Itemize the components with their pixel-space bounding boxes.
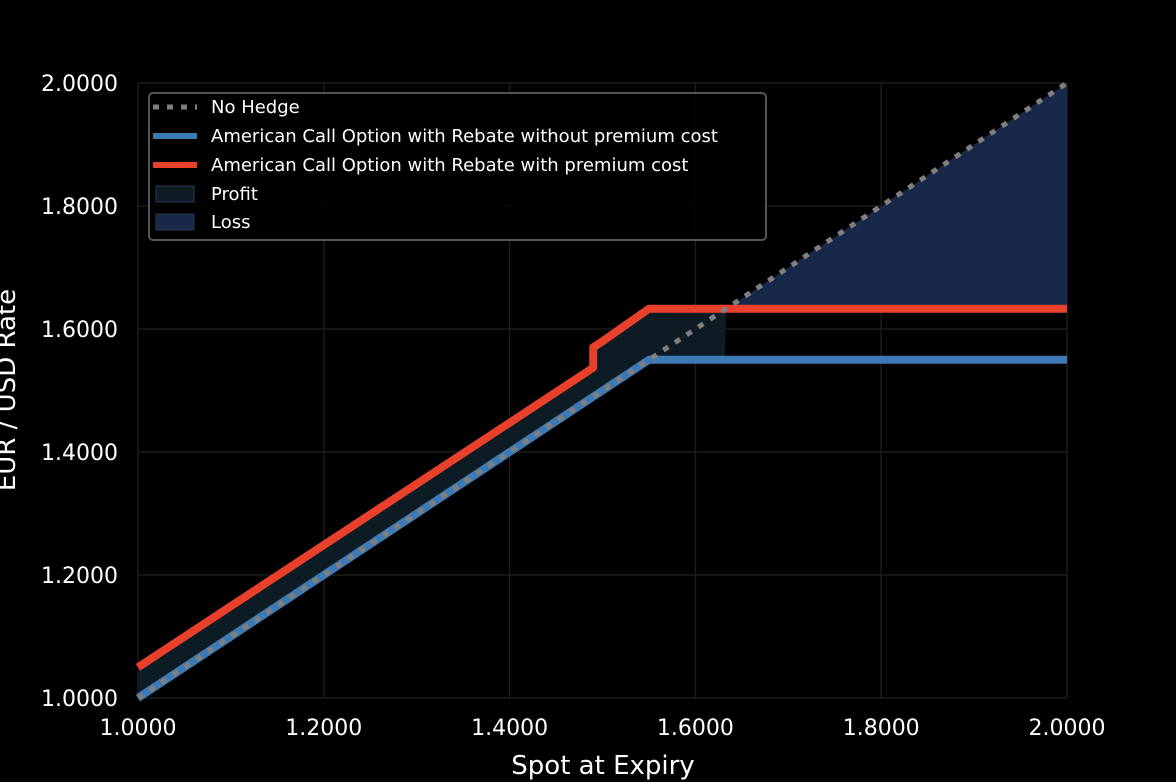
series-line-2	[135, 304, 1067, 671]
x-tick-label: 2.0000	[1029, 716, 1106, 741]
y-tick-label: 2.0000	[41, 72, 118, 97]
legend-label: Loss	[211, 212, 250, 233]
x-tick-label: 1.2000	[285, 716, 362, 741]
y-tick-label: 1.8000	[41, 195, 118, 220]
x-tick-label: 1.8000	[843, 716, 920, 741]
profit-area	[138, 308, 1067, 698]
x-axis-ticks: 1.0000 1.2000 1.4000 1.6000 1.8000 2.0000	[100, 716, 1106, 741]
legend-swatch-area-1	[155, 213, 195, 231]
legend-swatch-area-0	[155, 185, 195, 203]
x-tick-label: 1.4000	[471, 716, 548, 741]
x-tick-label: 1.6000	[657, 716, 734, 741]
series-lines	[135, 80, 1069, 702]
y-axis-ticks: 1.0000 1.2000 1.4000 1.6000 1.8000 2.0000	[41, 72, 118, 712]
x-axis-label: Spot at Expiry	[511, 751, 694, 781]
y-tick-label: 1.2000	[41, 564, 118, 589]
legend-label: No Hedge	[211, 97, 300, 118]
y-axis-label: EUR / USD Rate	[0, 289, 22, 491]
legend-box	[148, 92, 767, 241]
y-tick-label: 1.6000	[41, 318, 118, 343]
series-line-1	[135, 355, 1067, 702]
y-tick-label: 1.0000	[41, 687, 118, 712]
series-line-0	[136, 80, 1069, 701]
legend-label: American Call Option with Rebate without…	[211, 126, 718, 147]
y-tick-label: 1.4000	[41, 441, 118, 466]
legend: No Hedge American Call Option with Rebate…	[148, 92, 767, 241]
x-tick-label: 1.0000	[100, 716, 177, 741]
legend-label: American Call Option with Rebate with pr…	[211, 155, 688, 176]
legend-label: Profit	[211, 184, 258, 205]
